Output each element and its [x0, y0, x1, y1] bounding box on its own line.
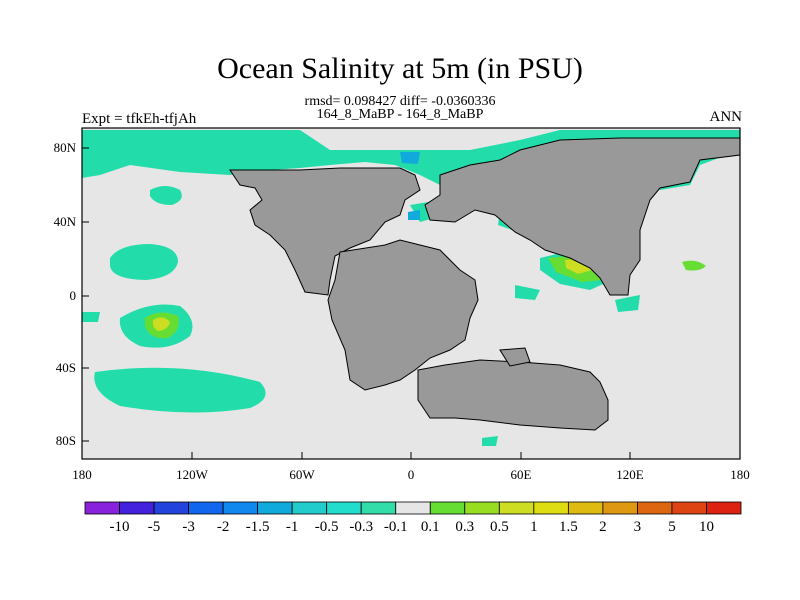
x-tick-labels: 180 120W 60W 0 60E 120E 180: [72, 467, 750, 482]
y-tick-label: 40S: [56, 360, 76, 375]
colorbar-swatch: [257, 501, 293, 515]
colorbar-label: 0.1: [421, 519, 440, 535]
southern-patch: [482, 436, 498, 446]
north-pacific-patch: [150, 186, 182, 205]
colorbar-label: 0.5: [490, 519, 509, 535]
y-tick-labels: 80N 40N 0 40S 80S: [54, 140, 77, 448]
colorbar-swatch: [395, 501, 431, 515]
case-label: 164_8_MaBP - 164_8_MaBP: [316, 107, 484, 122]
land-north-america: [229, 167, 421, 296]
x-tick-label: 120W: [176, 467, 209, 482]
colorbar-swatch: [222, 501, 259, 515]
colorbar-label: -0.5: [315, 519, 339, 535]
colorbar-swatch: [429, 501, 466, 515]
x-tick-label: 60W: [289, 467, 315, 482]
colorbar-swatch: [360, 501, 397, 515]
colorbar-label: 0.3: [455, 519, 474, 535]
x-tick-label: 180: [730, 467, 750, 482]
colorbar-label: -2: [217, 519, 230, 535]
east-pacific-patch: [82, 312, 100, 322]
y-ticks: [82, 147, 89, 442]
x-tick-label: 120E: [616, 467, 644, 482]
y-tick-label: 40N: [54, 214, 77, 229]
colorbar-swatch: [637, 501, 673, 515]
colorbar-label: -3: [182, 519, 195, 535]
colorbar-label: -0.3: [349, 519, 373, 535]
colorbar-swatch: [671, 501, 707, 515]
land-south-america-africa: [327, 239, 479, 391]
colorbar-swatch: [84, 501, 120, 515]
land-east-antarctica-lobe: [499, 347, 531, 367]
y-tick-label: 80N: [54, 140, 77, 155]
x-tick-label: 60E: [511, 467, 532, 482]
colorbar-label: 3: [634, 519, 642, 535]
colorbar-swatch: [533, 501, 569, 515]
colorbar-labels: -10 -5 -3 -2 -1.5 -1 -0.5 -0.3 -0.1 0.1 0.3 0.5 1 1.5…: [110, 519, 714, 535]
colorbar: [84, 501, 742, 515]
colorbar-label: 2: [599, 519, 607, 535]
stats-text: rmsd= 0.098427 diff= -0.0360336: [304, 94, 496, 109]
colorbar-swatch: [326, 501, 362, 515]
colorbar-swatch: [464, 501, 500, 515]
y-tick-label: 80S: [56, 433, 76, 448]
colorbar-label: 1: [530, 519, 538, 535]
colorbar-swatch: [291, 501, 328, 515]
south-pacific-positive-core: [152, 317, 170, 331]
colorbar-label: -1.5: [246, 519, 270, 535]
western-pacific-patch: [615, 295, 640, 312]
colorbar-swatch: [153, 501, 189, 515]
colorbar-swatch: [602, 501, 638, 515]
colorbar-label: 1.5: [559, 519, 578, 535]
y-tick-label: 0: [70, 288, 77, 303]
colorbar-label: -1: [286, 519, 299, 535]
colorbar-label: 5: [668, 519, 676, 535]
experiment-label: Expt = tfkEh-tfjAh: [82, 111, 197, 127]
western-pacific-patch: [515, 285, 540, 300]
land-eurasia: [424, 137, 741, 296]
colorbar-swatch: [567, 501, 604, 515]
colorbar-label: -5: [148, 519, 161, 535]
page-title: Ocean Salinity at 5m (in PSU): [217, 52, 583, 85]
x-tick-label: 0: [408, 467, 415, 482]
colorbar-label: 10: [699, 519, 714, 535]
season-label: ANN: [709, 109, 743, 125]
x-tick-label: 180: [72, 467, 92, 482]
colorbar-swatch: [706, 501, 742, 515]
colorbar-label: -10: [110, 519, 130, 535]
x-ticks: [81, 452, 741, 459]
southern-ocean-patch: [94, 367, 266, 413]
colorbar-swatch: [498, 501, 535, 515]
land-masses: [229, 137, 741, 431]
tropical-pacific-patch: [110, 244, 178, 280]
western-pacific-patch: [682, 260, 706, 271]
colorbar-label: -0.1: [384, 519, 408, 535]
arctic-blue-patch: [400, 152, 420, 164]
colorbar-swatch: [119, 501, 155, 515]
colorbar-swatch: [188, 501, 224, 515]
north-atlantic-blue: [408, 210, 420, 220]
